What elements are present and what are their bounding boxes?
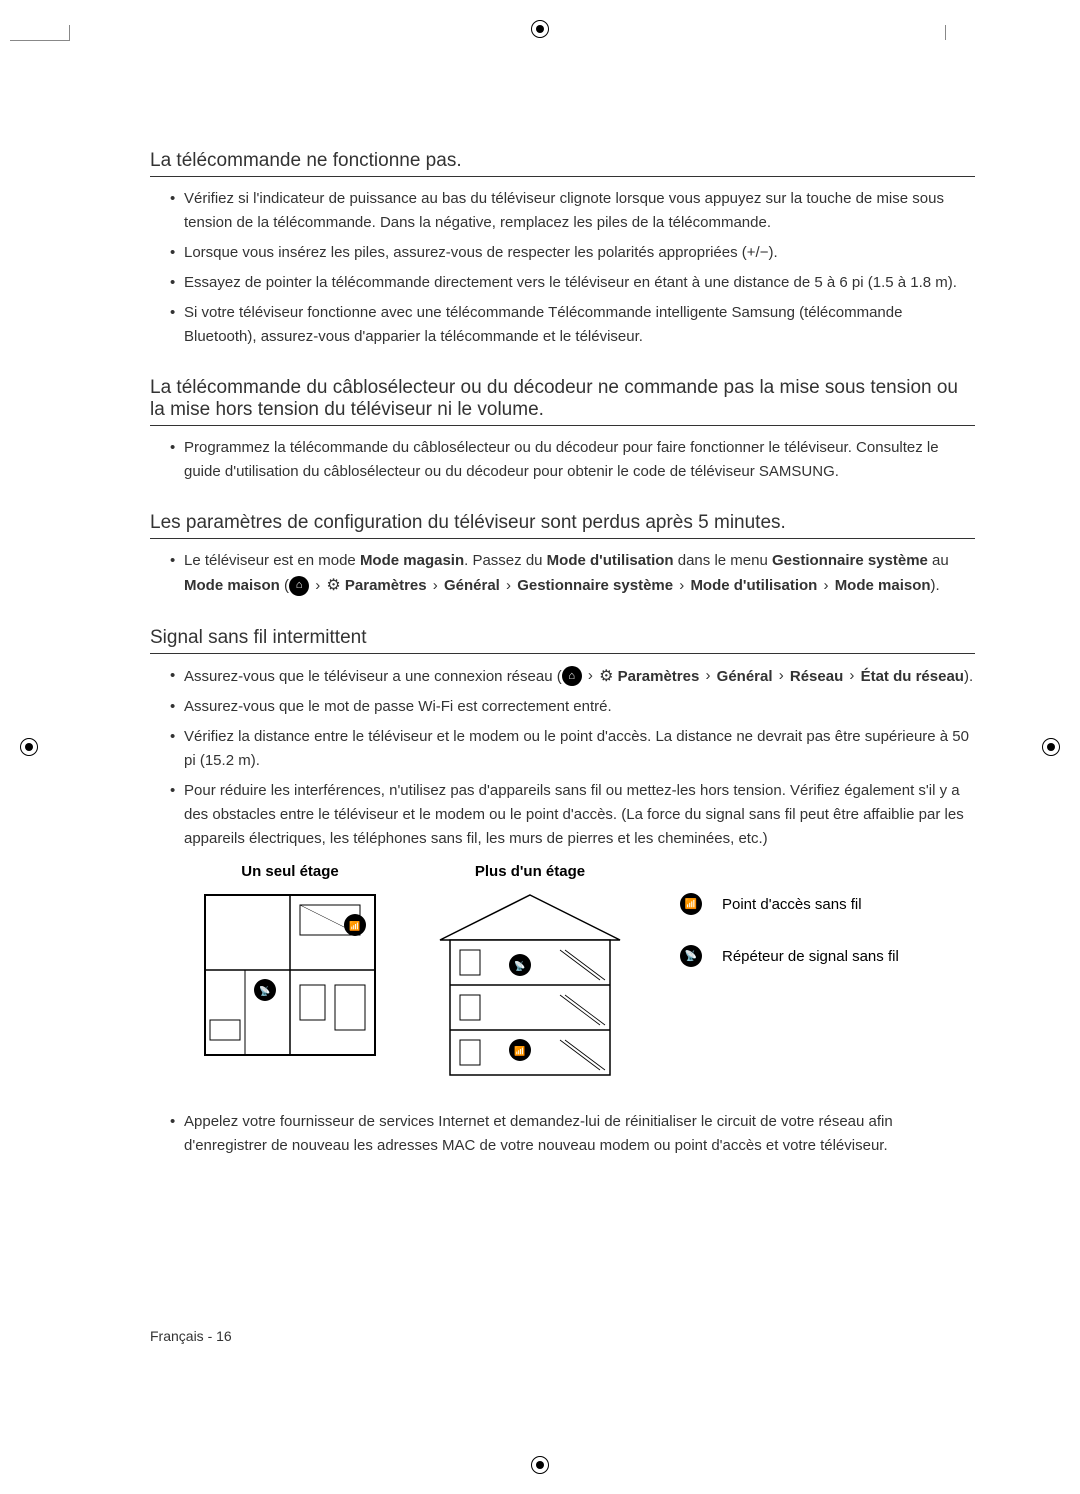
text: dans le menu bbox=[674, 552, 772, 569]
bold-text: État du réseau bbox=[861, 667, 964, 684]
svg-text:📶: 📶 bbox=[514, 1045, 525, 1056]
list-item: Appelez votre fournisseur de services In… bbox=[170, 1110, 975, 1158]
access-point-icon: 📶 bbox=[680, 893, 702, 915]
text: ). bbox=[931, 577, 940, 594]
text: Le téléviseur est en mode bbox=[184, 552, 360, 569]
section-cable-remote: La télécommande du câblosélecteur ou du … bbox=[150, 377, 975, 484]
diagram-label: Plus d'un étage bbox=[475, 863, 585, 880]
registration-mark-bottom bbox=[531, 1456, 549, 1474]
text: . Passez du bbox=[464, 552, 547, 569]
bold-text: Général bbox=[444, 577, 500, 594]
svg-text:📡: 📡 bbox=[514, 960, 525, 971]
list-item: Lorsque vous insérez les piles, assurez-… bbox=[170, 241, 975, 265]
bold-text: Mode maison bbox=[835, 577, 931, 594]
section-wifi-intermittent: Signal sans fil intermittent Assurez-vou… bbox=[150, 627, 975, 1159]
arrow-icon: › bbox=[824, 577, 829, 594]
crop-mark-tl bbox=[40, 40, 70, 70]
bold-text: Mode d'utilisation bbox=[547, 552, 674, 569]
repeater-icon: 📡 bbox=[680, 945, 702, 967]
list-item: Le téléviseur est en mode Mode magasin. … bbox=[170, 549, 975, 599]
diagram-multi-floor: Plus d'un étage 📡 bbox=[430, 863, 630, 1080]
bold-text: Paramètres bbox=[345, 577, 427, 594]
crop-mark-tr bbox=[945, 40, 975, 70]
svg-text:📡: 📡 bbox=[259, 985, 270, 996]
arrow-icon: › bbox=[588, 667, 593, 684]
svg-text:📶: 📶 bbox=[349, 920, 360, 931]
section-title: Les paramètres de configuration du télév… bbox=[150, 512, 975, 539]
text: Assurez-vous que le téléviseur a une con… bbox=[184, 667, 562, 684]
bold-text: Général bbox=[717, 667, 773, 684]
list-item: Essayez de pointer la télécommande direc… bbox=[170, 271, 975, 295]
list-item: Pour réduire les interférences, n'utilis… bbox=[170, 779, 975, 851]
page-content: La télécommande ne fonctionne pas. Vérif… bbox=[150, 150, 975, 1344]
legend-label: Point d'accès sans fil bbox=[722, 896, 862, 913]
list-item: Assurez-vous que le téléviseur a une con… bbox=[170, 664, 975, 690]
list-item: Programmez la télécommande du câblosélec… bbox=[170, 436, 975, 484]
house-diagram: 📡 📶 bbox=[430, 890, 630, 1080]
gear-icon: ⚙ bbox=[326, 573, 340, 599]
section-remote-not-working: La télécommande ne fonctionne pas. Vérif… bbox=[150, 150, 975, 349]
gear-icon: ⚙ bbox=[599, 664, 613, 690]
registration-mark-left bbox=[20, 738, 38, 756]
legend-label: Répéteur de signal sans fil bbox=[722, 948, 899, 965]
diagram-label: Un seul étage bbox=[241, 863, 339, 880]
registration-mark-right bbox=[1042, 738, 1060, 756]
section-title: La télécommande ne fonctionne pas. bbox=[150, 150, 975, 177]
list-item: Si votre téléviseur fonctionne avec une … bbox=[170, 301, 975, 349]
section-settings-lost: Les paramètres de configuration du télév… bbox=[150, 512, 975, 599]
bullet-list: Programmez la télécommande du câblosélec… bbox=[150, 436, 975, 484]
arrow-icon: › bbox=[315, 577, 320, 594]
bold-text: Mode magasin bbox=[360, 552, 464, 569]
bold-text: Gestionnaire système bbox=[517, 577, 673, 594]
list-item: Vérifiez si l'indicateur de puissance au… bbox=[170, 187, 975, 235]
text: au bbox=[928, 552, 949, 569]
bullet-list: Assurez-vous que le téléviseur a une con… bbox=[150, 664, 975, 852]
bold-text: Mode maison bbox=[184, 577, 280, 594]
bold-text: Réseau bbox=[790, 667, 843, 684]
diagram-single-floor: Un seul étage 📶 📡 bbox=[200, 863, 380, 1080]
section-title: Signal sans fil intermittent bbox=[150, 627, 975, 654]
legend-item-repeater: 📡 Répéteur de signal sans fil bbox=[680, 945, 899, 967]
registration-mark-top bbox=[531, 20, 549, 38]
page-footer: Français - 16 bbox=[150, 1328, 232, 1344]
bullet-list: Le téléviseur est en mode Mode magasin. … bbox=[150, 549, 975, 599]
bullet-list: Vérifiez si l'indicateur de puissance au… bbox=[150, 187, 975, 349]
text: ). bbox=[964, 667, 973, 684]
bold-text: Paramètres bbox=[618, 667, 700, 684]
home-icon: ⌂ bbox=[562, 666, 582, 686]
bullet-list: Appelez votre fournisseur de services In… bbox=[150, 1110, 975, 1158]
arrow-icon: › bbox=[679, 577, 684, 594]
list-item: Assurez-vous que le mot de passe Wi-Fi e… bbox=[170, 695, 975, 719]
bold-text: Gestionnaire système bbox=[772, 552, 928, 569]
bold-text: Mode d'utilisation bbox=[690, 577, 817, 594]
home-icon: ⌂ bbox=[289, 576, 309, 596]
legend-item-access-point: 📶 Point d'accès sans fil bbox=[680, 893, 899, 915]
arrow-icon: › bbox=[506, 577, 511, 594]
diagram-row: Un seul étage 📶 📡 bbox=[200, 863, 975, 1080]
arrow-icon: › bbox=[849, 667, 854, 684]
floorplan-diagram: 📶 📡 bbox=[200, 890, 380, 1060]
section-title: La télécommande du câblosélecteur ou du … bbox=[150, 377, 975, 426]
diagram-legend: 📶 Point d'accès sans fil 📡 Répéteur de s… bbox=[680, 893, 899, 1080]
arrow-icon: › bbox=[433, 577, 438, 594]
arrow-icon: › bbox=[705, 667, 710, 684]
list-item: Vérifiez la distance entre le téléviseur… bbox=[170, 725, 975, 773]
arrow-icon: › bbox=[779, 667, 784, 684]
